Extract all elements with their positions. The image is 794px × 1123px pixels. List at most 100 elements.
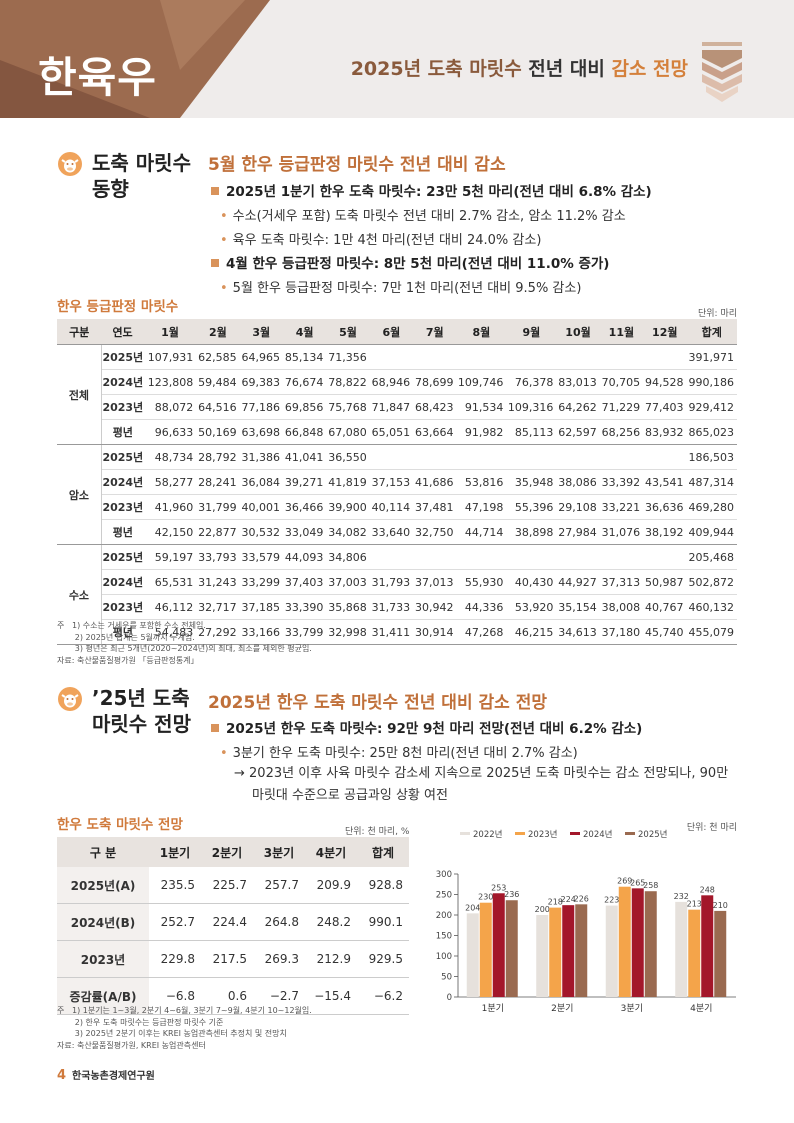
bullet-text: 4월 한우 등급판정 마릿수: 8만 5천 마리(전년 대비 11.0% 증가) [226, 256, 610, 272]
table1-value-cell: 44,093 [282, 544, 327, 570]
table1-year-cell: 평년 [101, 419, 144, 445]
table1-value-cell: 41,041 [282, 444, 327, 470]
table1-year-cell: 2023년 [101, 494, 144, 520]
section1-heading-line1: 도축 마릿수 [92, 151, 191, 175]
table1-value-cell: 33,392 [599, 469, 644, 495]
table1-value-cell: 40,001 [239, 494, 283, 520]
bar [714, 910, 727, 997]
table1-value-cell [599, 444, 644, 470]
legend-label: 2024년 [583, 829, 612, 840]
table1-value-cell: 487,314 [686, 469, 737, 495]
bullet-dot: • [220, 233, 228, 248]
table1-value-cell: 94,528 [643, 369, 687, 395]
section2-heading: ’25년 도축 마릿수 전망 [92, 685, 191, 737]
table1-value-cell: 40,767 [643, 594, 687, 620]
page-number: 4 [57, 1068, 67, 1083]
table1-value-cell: 36,636 [643, 494, 687, 520]
table2-header-cell: 3분기 [253, 837, 305, 867]
table-row: 증감률(A/B) −6.8 0.6 −2.7 −15.4 −6.2 [57, 977, 409, 1015]
bullet-text: 육우 도축 마릿수: 1만 4천 마리(전년 대비 24.0% 감소) [232, 233, 542, 248]
table1-value-cell: 35,154 [556, 594, 600, 620]
table1-value-cell: 46,215 [506, 619, 557, 645]
table1-value-cell [456, 544, 507, 570]
table1-value-cell [643, 344, 687, 370]
table1-value-cell: 31,386 [239, 444, 283, 470]
table2-notes: 주 1) 1분기는 1~3월, 2분기 4~6월, 3분기 7~9월, 4분기 … [57, 1006, 312, 1050]
section2-heading-line1: ’25년 도축 [92, 686, 190, 710]
table1-value-cell [369, 544, 414, 570]
table1-value-cell: 71,229 [599, 394, 644, 420]
table1-value-cell: 55,396 [506, 494, 557, 520]
table1-value-cell: 69,383 [239, 369, 283, 395]
bar-value-label: 224 [561, 895, 576, 904]
table1-value-cell: 64,262 [556, 394, 600, 420]
table1-value-cell: 48,734 [143, 444, 197, 470]
table1-value-cell: 469,280 [686, 494, 737, 520]
page-footer: 4 한국농촌경제연구원 [57, 1067, 155, 1083]
bar-value-label: 236 [504, 890, 519, 899]
x-tick-label: 1분기 [482, 1003, 504, 1014]
header-banner-shape [0, 0, 270, 118]
legend-swatch [460, 832, 470, 835]
table1-group-label: 수소 [57, 544, 102, 645]
table1-header-cell: 8월 [456, 319, 507, 345]
table1-year-cell: 평년 [101, 519, 144, 545]
bar [466, 913, 479, 997]
table1-value-cell: 30,914 [413, 619, 457, 645]
table1-header-cell: 5월 [326, 319, 370, 345]
section1-bullet1-sub2: • 육우 도축 마릿수: 1만 4천 마리(전년 대비 24.0% 감소) [220, 229, 541, 248]
table1-value-cell: 391,971 [686, 344, 737, 370]
table1-value-cell: 44,336 [456, 594, 507, 620]
table1-year-cell: 2023년 [101, 594, 144, 620]
y-tick-label: 50 [441, 973, 452, 983]
y-tick-label: 0 [447, 993, 452, 1003]
table1-value-cell: 31,793 [369, 569, 414, 595]
table1-unit: 단위: 마리 [697, 309, 737, 319]
y-tick-label: 250 [436, 891, 452, 901]
table1-year-cell: 2024년 [101, 369, 144, 395]
table1-value-cell: 865,023 [686, 419, 737, 445]
legend-label: 2023년 [528, 829, 557, 840]
table1-value-cell: 44,714 [456, 519, 507, 545]
table1-header-cell: 10월 [556, 319, 600, 345]
table1-value-cell: 68,256 [599, 419, 644, 445]
bar [549, 907, 562, 997]
table1-value-cell: 42,150 [143, 519, 197, 545]
bullet-square [211, 187, 219, 195]
bullet-text: 3분기 한우 도축 마릿수: 25만 8천 마리(전년 대비 2.7% 감소) [232, 746, 578, 761]
table1-value-cell: 65,531 [143, 569, 197, 595]
table2-value-cell: −15.4 [305, 977, 357, 1015]
table2-header-cell: 1분기 [149, 837, 201, 867]
table1-value-cell: 39,271 [282, 469, 327, 495]
slaughter-forecast-table: 구 분 1분기 2분기 3분기 4분기 합계 2025년(A) 235.5 225.7 257.… [57, 837, 409, 1015]
table1-value-cell: 78,822 [326, 369, 370, 395]
table1-value-cell: 33,390 [282, 594, 327, 620]
table2-value-cell: 225.7 [201, 867, 253, 904]
bar-value-label: 269 [617, 877, 632, 886]
table1-value-cell: 63,664 [413, 419, 457, 445]
table2-value-cell: 209.9 [305, 867, 357, 904]
table2-value-cell: 264.8 [253, 903, 305, 941]
table1-value-cell: 75,768 [326, 394, 370, 420]
table-row: 평년 42,150 22,877 30,532 33,049 34,082 33,640 32… [57, 519, 737, 545]
cow-icon [58, 152, 82, 176]
legend-swatch [515, 832, 525, 835]
table1-group-label: 전체 [57, 344, 102, 445]
table1-value-cell: 41,686 [413, 469, 457, 495]
bullet-dot: • [220, 209, 228, 224]
table2-value-cell: 269.3 [253, 940, 305, 978]
table-row: 2024년 123,808 59,484 69,383 76,674 78,822 68,9… [57, 369, 737, 395]
table1-value-cell: 33,799 [282, 619, 327, 645]
table1-value-cell: 27,984 [556, 519, 600, 545]
bullet-dot: • [220, 746, 228, 761]
table1-body: 전체 2025년 107,931 62,585 64,965 85,134 71,356 39… [57, 344, 737, 645]
title-prefix: 2025년 도축 마릿수 [350, 58, 522, 80]
table1-year-cell: 평년 [101, 619, 144, 645]
table1-value-cell: 33,793 [196, 544, 240, 570]
table1-value-cell: 53,920 [506, 594, 557, 620]
table-row: 2024년 58,277 28,241 36,084 39,271 41,819 37,15… [57, 469, 737, 495]
table1-value-cell: 22,877 [196, 519, 240, 545]
table1-value-cell: 990,186 [686, 369, 737, 395]
table1-value-cell: 38,192 [643, 519, 687, 545]
table1-title: 한우 등급판정 마릿수 [57, 299, 179, 315]
